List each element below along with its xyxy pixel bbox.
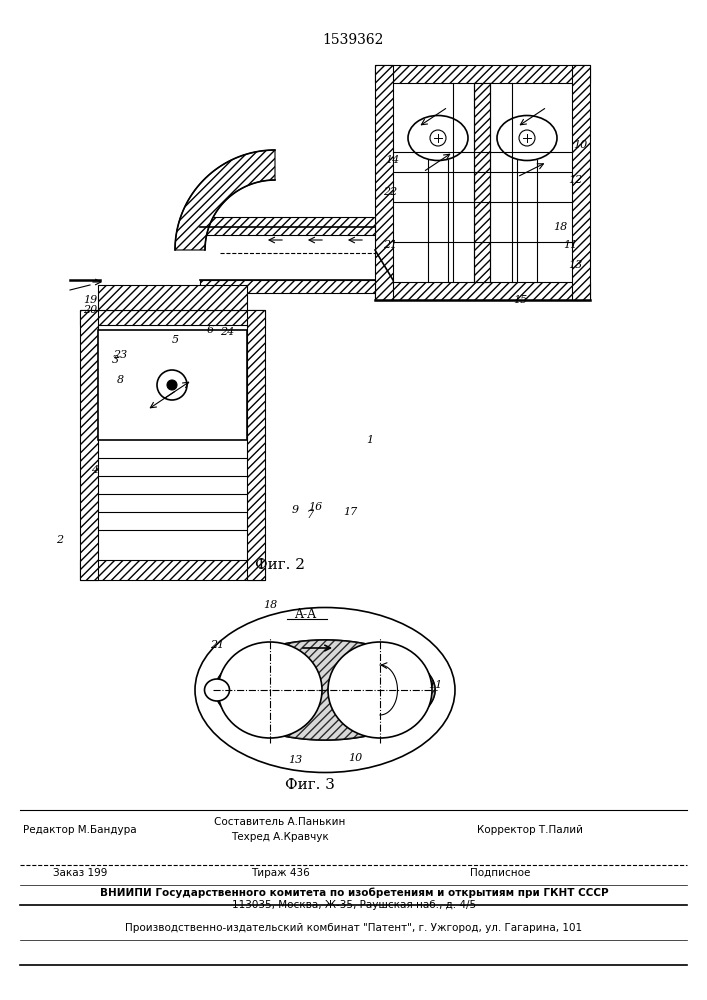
Bar: [98, 330, 247, 440]
Text: Производственно-издательский комбинат "Патент", г. Ужгород, ул. Гагарина, 101: Производственно-издательский комбинат "П…: [125, 923, 583, 933]
Text: Корректор Т.Палий: Корректор Т.Палий: [477, 825, 583, 835]
Polygon shape: [98, 285, 247, 310]
Text: Заказ 199: Заказ 199: [53, 868, 107, 878]
Text: 22: 22: [383, 187, 397, 197]
Text: 14: 14: [385, 155, 399, 165]
Text: 20: 20: [83, 305, 97, 315]
Polygon shape: [215, 640, 435, 740]
Text: Тираж 436: Тираж 436: [250, 868, 310, 878]
Text: 12: 12: [568, 175, 582, 185]
Polygon shape: [375, 282, 590, 300]
Polygon shape: [200, 217, 375, 235]
Text: 11: 11: [428, 680, 442, 690]
Text: 10: 10: [573, 140, 587, 150]
Circle shape: [430, 130, 446, 146]
Text: 2: 2: [57, 535, 64, 545]
Polygon shape: [375, 65, 590, 83]
Text: 1: 1: [366, 435, 373, 445]
Text: Подписное: Подписное: [470, 868, 530, 878]
Polygon shape: [572, 65, 590, 300]
Circle shape: [167, 380, 177, 390]
Ellipse shape: [328, 642, 432, 738]
Text: 13: 13: [568, 260, 582, 270]
Text: Техред А.Кравчук: Техред А.Кравчук: [231, 832, 329, 842]
Ellipse shape: [204, 679, 230, 701]
Text: A-A: A-A: [294, 608, 316, 621]
Text: Фиг. 3: Фиг. 3: [285, 778, 335, 792]
Ellipse shape: [497, 115, 557, 160]
Text: 1539362: 1539362: [322, 33, 384, 47]
Text: 9: 9: [291, 505, 298, 515]
Polygon shape: [247, 310, 265, 580]
Text: Фиг. 2: Фиг. 2: [255, 558, 305, 572]
Polygon shape: [375, 65, 393, 300]
Polygon shape: [80, 560, 265, 580]
Text: 16: 16: [308, 502, 322, 512]
Text: 3: 3: [112, 355, 119, 365]
Text: 8: 8: [117, 375, 124, 385]
Polygon shape: [175, 150, 275, 250]
Polygon shape: [80, 310, 98, 580]
Text: 11: 11: [563, 240, 577, 250]
Text: ВНИИПИ Государственного комитета по изобретениям и открытиям при ГКНТ СССР: ВНИИПИ Государственного комитета по изоб…: [100, 888, 608, 898]
Ellipse shape: [408, 115, 468, 160]
Text: 23: 23: [113, 350, 127, 360]
Text: 13: 13: [288, 755, 302, 765]
Circle shape: [519, 130, 535, 146]
Polygon shape: [80, 310, 265, 325]
Text: 5: 5: [171, 335, 179, 345]
Polygon shape: [215, 640, 435, 740]
Ellipse shape: [218, 642, 322, 738]
Text: 10: 10: [348, 753, 362, 763]
Text: 21: 21: [383, 240, 397, 250]
Circle shape: [157, 370, 187, 400]
Text: 15: 15: [513, 295, 527, 305]
Polygon shape: [474, 83, 490, 282]
Polygon shape: [200, 280, 375, 293]
Text: 18: 18: [553, 222, 567, 232]
Text: 19: 19: [83, 295, 97, 305]
Text: 17: 17: [343, 507, 357, 517]
Text: 4: 4: [91, 465, 98, 475]
Text: Редактор М.Бандура: Редактор М.Бандура: [23, 825, 137, 835]
Text: 6: 6: [206, 325, 214, 335]
Text: 24: 24: [220, 327, 234, 337]
Text: Составитель А.Панькин: Составитель А.Панькин: [214, 817, 346, 827]
Text: 7: 7: [306, 510, 314, 520]
Text: 21: 21: [210, 640, 224, 650]
Text: 113035, Москва, Ж-35, Раушская наб., д. 4/5: 113035, Москва, Ж-35, Раушская наб., д. …: [232, 900, 476, 910]
Text: 18: 18: [263, 600, 277, 610]
